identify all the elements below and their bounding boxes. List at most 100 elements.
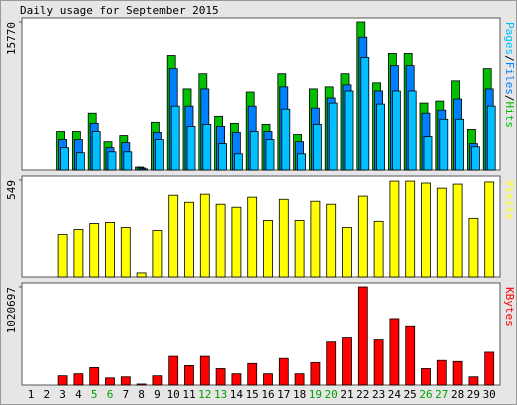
x-tick-label: 3 [59,388,66,401]
bar [91,131,101,171]
bar [310,361,321,386]
bar [76,152,85,171]
x-tick-label: 10 [167,388,180,401]
bar [265,139,275,171]
bar [218,143,228,171]
bar [468,217,479,278]
chart-title: Daily usage for September 2015 [20,4,219,17]
bar [344,90,354,171]
bar [199,355,210,386]
bar [376,103,386,171]
x-tick-label: 23 [372,388,385,401]
bar [249,131,259,171]
x-tick-label: 27 [435,388,448,401]
bar [184,365,194,386]
bar [452,360,463,386]
legend-separator: / [503,95,516,102]
bar [389,180,400,278]
bar [423,136,433,171]
x-tick-label: 11 [182,388,195,401]
bar [294,373,305,386]
y-tick-label: 15770 [5,22,18,55]
legend: Pages/Files/Hits [503,22,516,128]
x-tick-label: 18 [293,388,306,401]
x-tick-label: 29 [467,388,480,401]
bar [215,368,226,386]
legend-separator: / [503,55,516,62]
bar [436,359,447,386]
x-tick-label: 15 [246,388,259,401]
bar [247,362,258,386]
bar [328,102,338,171]
x-tick-label: 20 [325,388,338,401]
bar [373,220,384,278]
bar [152,230,163,278]
bar [120,227,131,278]
x-tick-label: 28 [451,388,464,401]
bar [186,126,196,171]
bar [89,367,100,386]
bar [57,375,68,386]
bar [199,193,210,278]
bar [215,203,226,278]
legend-entry: Hits [503,102,516,129]
bar [154,139,164,171]
bar [136,383,147,386]
bar [389,318,400,386]
x-tick-label: 2 [43,388,50,401]
bar [168,194,179,278]
bar [152,375,163,386]
bar [281,108,291,171]
bar [357,286,368,386]
x-tick-label: 12 [198,388,211,401]
legend-entry: KBytes [503,287,516,327]
legend-entry: Files [503,62,516,95]
x-tick-label: 30 [483,388,496,401]
bar [231,373,242,386]
bar [312,123,322,171]
x-tick-label: 9 [154,388,161,401]
bar [57,234,68,278]
legend-entry: Pages [503,22,516,55]
bar [486,105,496,171]
bar [297,153,307,171]
bar [357,195,368,278]
bar [184,201,194,278]
bar [407,90,417,171]
bar [391,90,401,171]
panel [21,175,501,278]
bar [170,105,180,171]
bar [405,325,416,386]
bar [136,272,147,278]
x-tick-label: 8 [138,388,145,401]
bar [468,376,479,386]
bar [278,357,289,386]
y-tick-label: 549 [5,180,18,200]
x-tick-label: 16 [261,388,274,401]
bar [247,196,258,278]
bar [139,168,149,171]
bar [123,151,133,171]
bar [421,182,431,278]
legend-entry: Visits [503,180,516,220]
y-tick-label: 1020697 [5,287,18,333]
bar [326,203,337,278]
x-tick-label: 13 [214,388,227,401]
x-tick-label: 24 [388,388,402,401]
bar [421,368,431,386]
bar [168,355,179,386]
bar [231,206,242,278]
x-tick-label: 5 [91,388,98,401]
bar [342,227,352,278]
x-tick-label: 17 [277,388,290,401]
x-tick-label: 26 [419,388,432,401]
x-tick-label: 21 [340,388,353,401]
panel [21,282,501,386]
bar [484,351,495,386]
bar [310,200,321,278]
bar [105,377,115,386]
bar [263,220,273,278]
x-tick-label: 6 [107,388,114,401]
bar [107,151,117,171]
